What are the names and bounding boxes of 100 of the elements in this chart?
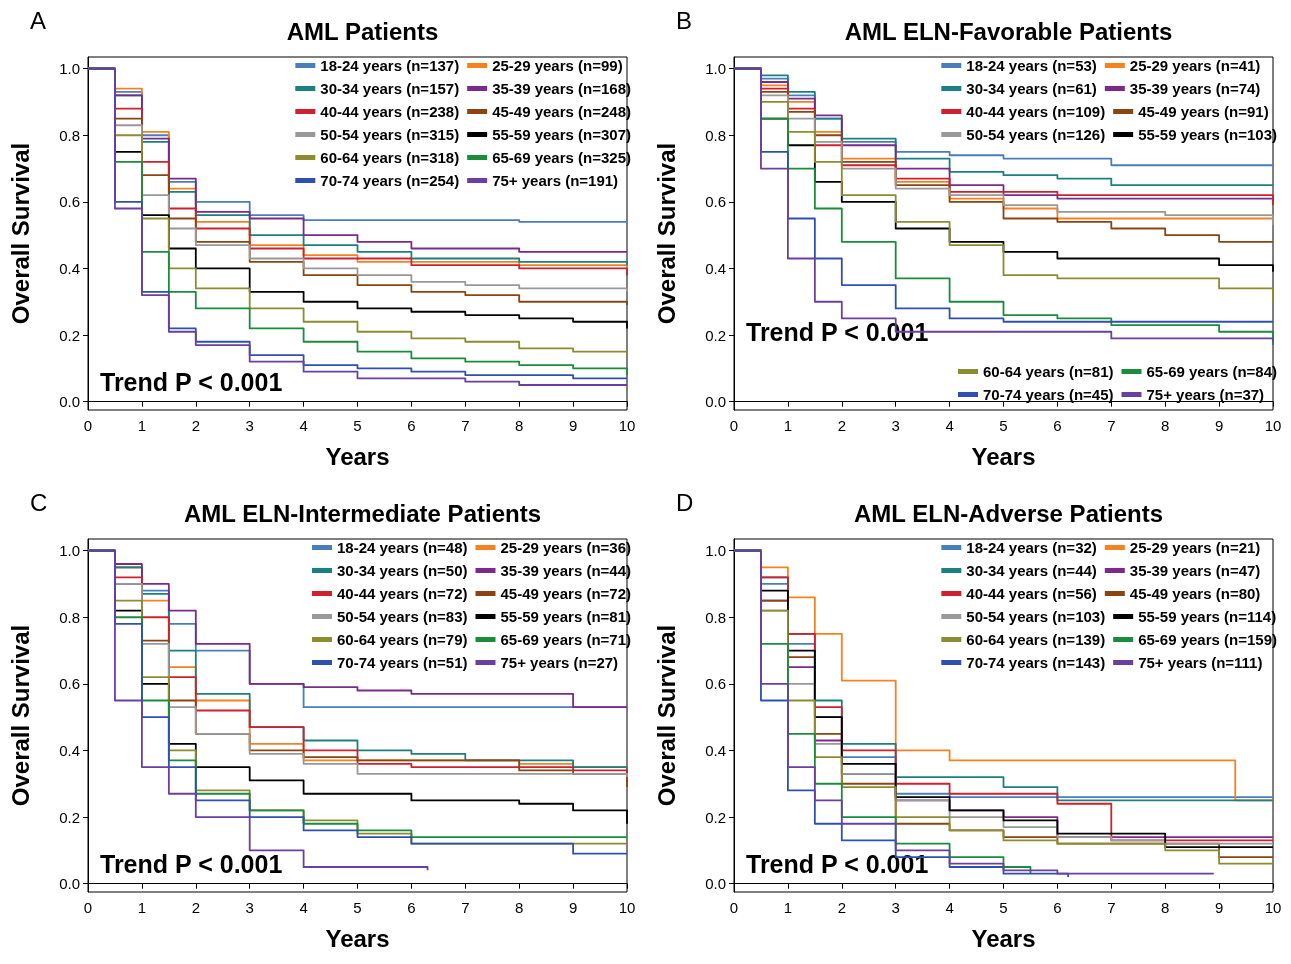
x-tick-label: 0 (83, 899, 93, 916)
x-tick-label: 10 (1264, 899, 1282, 916)
x-tick-label: 4 (299, 899, 308, 916)
x-tick-label: 2 (191, 899, 200, 916)
x-tick-label: 9 (568, 417, 578, 434)
legend-label: 18-24 years (n=137) (320, 57, 460, 74)
x-tick-label: 6 (407, 899, 416, 916)
y-tick-label: 0.6 (705, 193, 726, 211)
legend-label: 35-39 years (n=47) (1129, 562, 1261, 579)
legend-label: 35-39 years (n=74) (1129, 80, 1261, 97)
y-axis-title: Overall Survival (6, 624, 34, 807)
x-tick-label: 3 (245, 417, 254, 434)
x-tick-label: 8 (515, 899, 524, 916)
legend-label: 55-59 years (n=103) (1138, 126, 1278, 143)
x-tick-label: 4 (945, 417, 954, 434)
x-tick-label: 3 (245, 899, 254, 916)
legend-label: 50-54 years (n=126) (966, 126, 1106, 143)
legend-label: 40-44 years (n=56) (966, 585, 1097, 602)
x-tick-label: 10 (1264, 417, 1282, 434)
x-tick-label: 5 (353, 417, 362, 434)
y-tick-label: 0.8 (59, 126, 80, 144)
x-tick-label: 2 (837, 899, 846, 916)
x-tick-label: 9 (568, 899, 578, 916)
x-tick-label: 7 (461, 417, 470, 434)
y-axis-title: Overall Survival (6, 142, 34, 325)
x-tick-label: 10 (618, 899, 636, 916)
legend-label: 65-69 years (n=325) (492, 149, 632, 166)
x-tick-label: 10 (618, 417, 636, 434)
x-tick-label: 1 (137, 899, 147, 916)
legend-label: 65-69 years (n=84) (1146, 363, 1278, 380)
x-tick-label: 6 (407, 417, 416, 434)
legend-label: 25-29 years (n=41) (1129, 57, 1261, 74)
x-axis-title: Years (325, 924, 390, 952)
x-tick-label: 1 (783, 899, 793, 916)
text: C (30, 488, 48, 516)
x-axis-title: Years (971, 442, 1036, 470)
y-tick-label: 0.2 (59, 326, 80, 344)
legend-label: 75+ years (n=27) (500, 654, 619, 671)
y-tick-label: 0.0 (59, 875, 80, 893)
x-tick-label: 8 (1161, 899, 1170, 916)
legend-label: 50-54 years (n=83) (336, 608, 468, 625)
y-tick-label: 0.8 (705, 608, 726, 626)
legend-label: 30-34 years (n=157) (320, 80, 460, 97)
y-axis-title: Overall Survival (652, 142, 680, 325)
y-tick-label: 0.2 (705, 326, 726, 344)
y-tick-label: 1.0 (59, 60, 80, 78)
x-tick-label: 3 (891, 899, 900, 916)
y-tick-label: 0.4 (705, 259, 726, 277)
legend-label: 45-49 years (n=91) (1138, 103, 1269, 120)
x-tick-label: 6 (1053, 417, 1062, 434)
x-tick-label: 0 (729, 417, 739, 434)
x-tick-label: 0 (83, 417, 93, 434)
y-tick-label: 1.0 (59, 542, 80, 560)
legend-label: 70-74 years (n=45) (982, 386, 1114, 403)
x-tick-label: 5 (353, 899, 362, 916)
legend-label: 70-74 years (n=51) (336, 654, 468, 671)
x-tick-label: 1 (137, 417, 147, 434)
y-tick-label: 0.6 (59, 675, 80, 693)
y-tick-label: 1.0 (705, 60, 726, 78)
y-tick-label: 0.0 (705, 875, 726, 893)
y-tick-label: 0.8 (59, 608, 80, 626)
legend-label: 70-74 years (n=143) (966, 654, 1106, 671)
legend-label: 45-49 years (n=248) (492, 103, 632, 120)
legend-label: 65-69 years (n=71) (500, 631, 632, 648)
y-tick-label: 0.6 (59, 193, 80, 211)
y-tick-label: 0.4 (59, 259, 80, 277)
x-tick-label: 8 (515, 417, 524, 434)
x-tick-label: 7 (1107, 417, 1116, 434)
legend-label: 35-39 years (n=44) (500, 562, 632, 579)
annotation: Trend P < 0.001 (746, 849, 929, 878)
annotation: Trend P < 0.001 (100, 849, 283, 878)
text: D (676, 488, 694, 516)
legend-label: 40-44 years (n=72) (336, 585, 468, 602)
x-tick-label: 3 (891, 417, 900, 434)
text: A (30, 6, 47, 34)
legend-label: 40-44 years (n=238) (320, 103, 460, 120)
x-tick-label: 4 (945, 899, 954, 916)
y-tick-label: 0.0 (705, 393, 726, 411)
annotation: Trend P < 0.001 (100, 367, 283, 396)
x-tick-label: 2 (191, 417, 200, 434)
legend-label: 25-29 years (n=99) (492, 57, 623, 74)
legend-label: 60-64 years (n=139) (966, 631, 1106, 648)
legend-label: 60-64 years (n=81) (982, 363, 1114, 380)
chart-title: AML Patients (286, 17, 439, 45)
y-axis-title: Overall Survival (652, 624, 680, 807)
legend-label: 65-69 years (n=159) (1138, 631, 1278, 648)
legend-label: 30-34 years (n=61) (966, 80, 1097, 97)
legend-label: 40-44 years (n=109) (966, 103, 1106, 120)
legend-label: 50-54 years (n=315) (320, 126, 460, 143)
y-tick-label: 0.2 (705, 808, 726, 826)
x-tick-label: 5 (999, 417, 1008, 434)
legend-label: 50-54 years (n=103) (966, 608, 1106, 625)
legend-label: 30-34 years (n=44) (966, 562, 1097, 579)
x-tick-label: 0 (729, 899, 739, 916)
legend-label: 70-74 years (n=254) (320, 172, 460, 189)
x-tick-label: 9 (1214, 899, 1224, 916)
x-tick-label: 5 (999, 899, 1008, 916)
y-tick-label: 0.4 (705, 741, 726, 759)
legend-label: 25-29 years (n=21) (1129, 539, 1261, 556)
x-tick-label: 7 (1107, 899, 1116, 916)
